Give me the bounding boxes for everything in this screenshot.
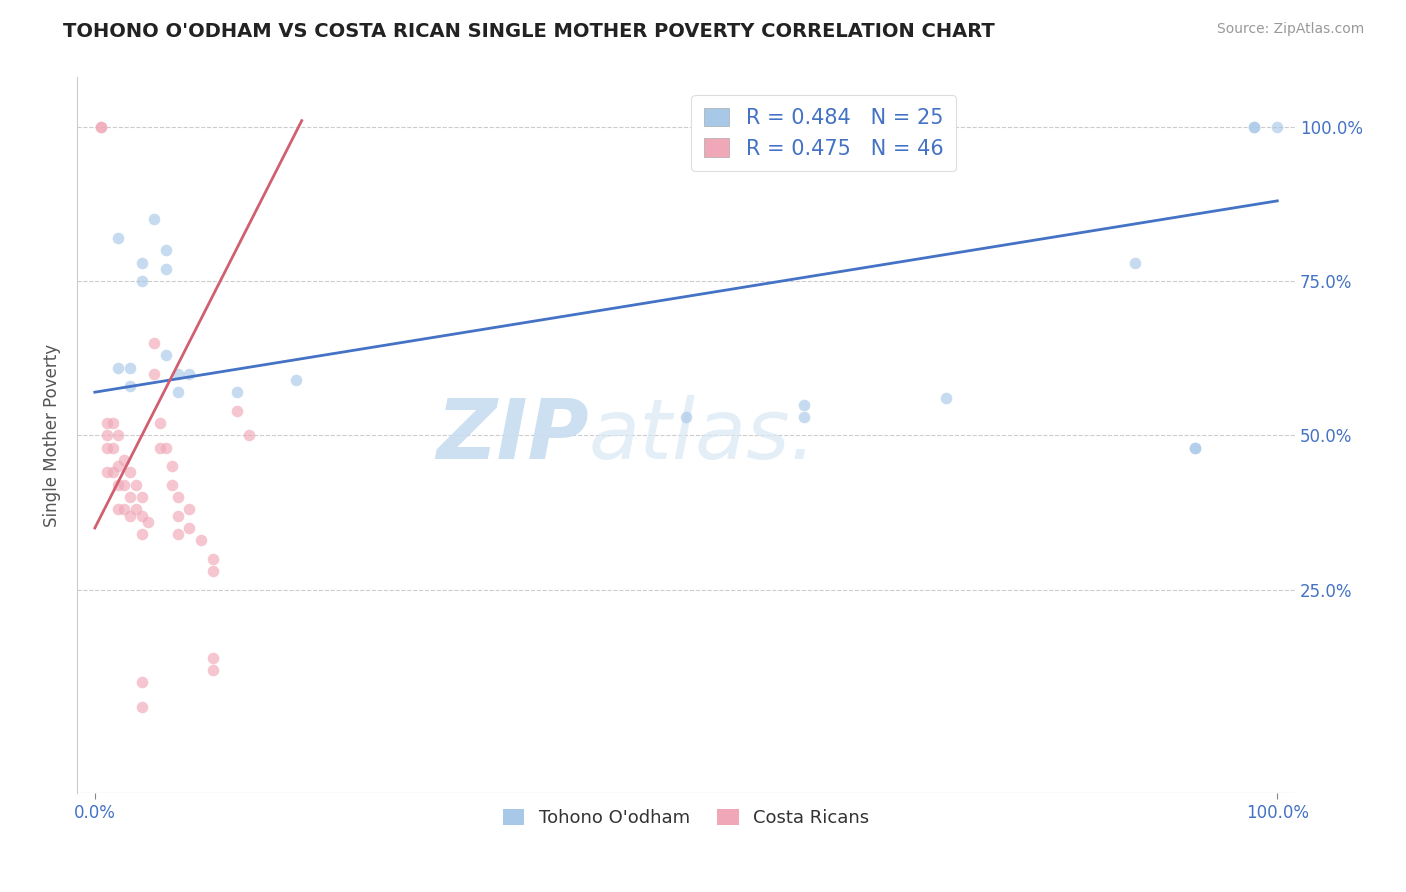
- Point: [131, 527, 153, 541]
- Point: [793, 409, 815, 424]
- Point: [96, 441, 118, 455]
- Point: [166, 490, 188, 504]
- Point: [90, 120, 112, 134]
- Point: [131, 274, 153, 288]
- Point: [149, 441, 172, 455]
- Legend: Tohono O'odham, Costa Ricans: Tohono O'odham, Costa Ricans: [495, 802, 876, 834]
- Point: [238, 428, 260, 442]
- Point: [1125, 255, 1147, 269]
- Point: [1265, 120, 1288, 134]
- Point: [131, 490, 153, 504]
- Point: [131, 255, 153, 269]
- Point: [120, 360, 142, 375]
- Point: [142, 212, 165, 227]
- Point: [179, 367, 201, 381]
- Point: [202, 564, 225, 578]
- Point: [101, 466, 124, 480]
- Point: [96, 416, 118, 430]
- Point: [1243, 120, 1265, 134]
- Point: [120, 379, 142, 393]
- Point: [166, 385, 188, 400]
- Point: [225, 403, 247, 417]
- Point: [107, 428, 129, 442]
- Point: [284, 373, 307, 387]
- Point: [101, 441, 124, 455]
- Point: [179, 521, 201, 535]
- Point: [202, 551, 225, 566]
- Point: [112, 477, 135, 491]
- Point: [131, 508, 153, 523]
- Point: [107, 459, 129, 474]
- Point: [96, 428, 118, 442]
- Point: [155, 261, 177, 276]
- Point: [120, 490, 142, 504]
- Point: [793, 398, 815, 412]
- Point: [107, 231, 129, 245]
- Point: [131, 675, 153, 690]
- Point: [190, 533, 212, 548]
- Point: [166, 527, 188, 541]
- Point: [120, 466, 142, 480]
- Point: [107, 502, 129, 516]
- Point: [107, 477, 129, 491]
- Point: [675, 409, 697, 424]
- Point: [1184, 441, 1206, 455]
- Point: [155, 441, 177, 455]
- Text: ZIP: ZIP: [436, 395, 589, 476]
- Point: [136, 515, 159, 529]
- Point: [120, 508, 142, 523]
- Point: [142, 367, 165, 381]
- Point: [155, 348, 177, 362]
- Point: [131, 700, 153, 714]
- Point: [142, 335, 165, 350]
- Point: [179, 502, 201, 516]
- Point: [149, 416, 172, 430]
- Point: [160, 459, 183, 474]
- Text: atlas.: atlas.: [589, 395, 817, 476]
- Point: [155, 244, 177, 258]
- Point: [90, 120, 112, 134]
- Point: [101, 416, 124, 430]
- Point: [225, 385, 247, 400]
- Point: [125, 502, 148, 516]
- Point: [160, 477, 183, 491]
- Point: [1184, 441, 1206, 455]
- Point: [1243, 120, 1265, 134]
- Y-axis label: Single Mother Poverty: Single Mother Poverty: [44, 343, 60, 527]
- Point: [112, 453, 135, 467]
- Point: [107, 360, 129, 375]
- Point: [202, 663, 225, 677]
- Text: TOHONO O'ODHAM VS COSTA RICAN SINGLE MOTHER POVERTY CORRELATION CHART: TOHONO O'ODHAM VS COSTA RICAN SINGLE MOT…: [63, 22, 995, 41]
- Point: [112, 502, 135, 516]
- Point: [935, 392, 957, 406]
- Text: Source: ZipAtlas.com: Source: ZipAtlas.com: [1216, 22, 1364, 37]
- Point: [96, 466, 118, 480]
- Point: [166, 367, 188, 381]
- Point: [166, 508, 188, 523]
- Point: [125, 477, 148, 491]
- Point: [202, 650, 225, 665]
